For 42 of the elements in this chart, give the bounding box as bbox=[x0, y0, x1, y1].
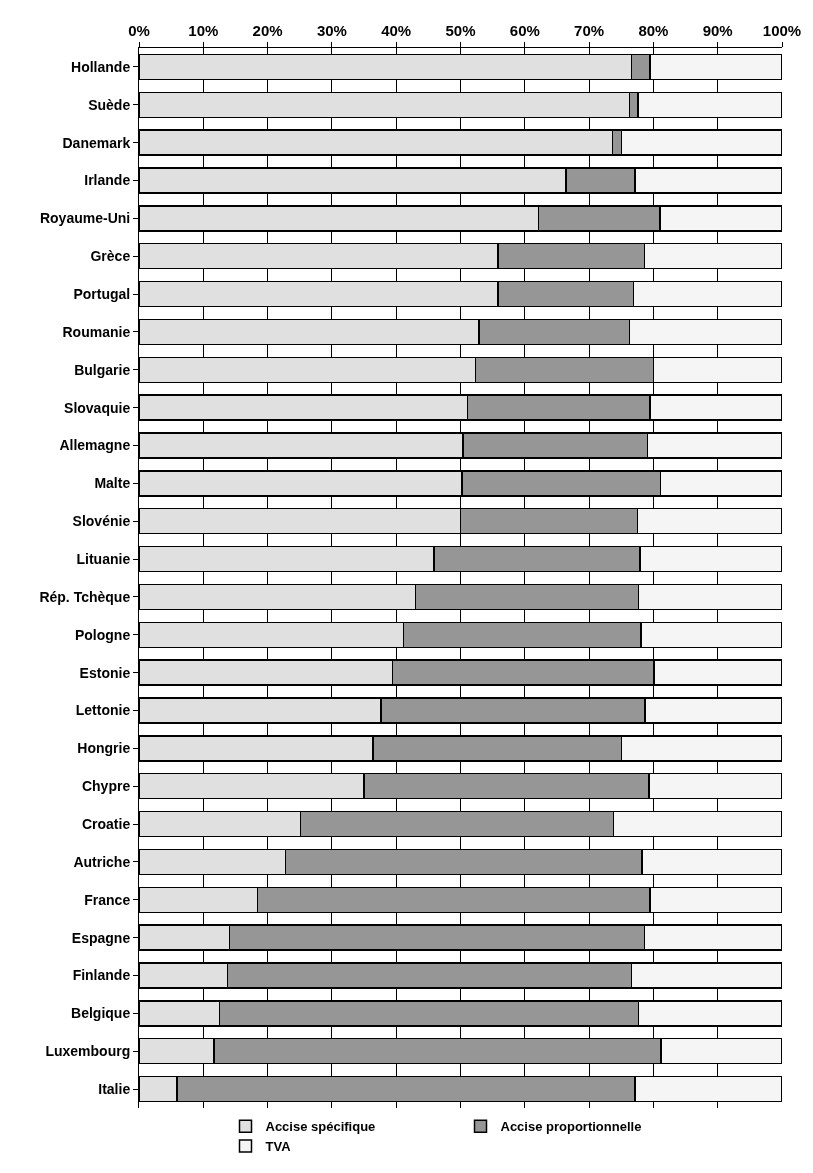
legend-label: Accise proportionnelle bbox=[500, 1119, 642, 1135]
y-tick-label: Suède bbox=[88, 96, 131, 113]
y-tick-label: Roumanie bbox=[62, 323, 131, 340]
y-tick-label: Luxembourg bbox=[45, 1043, 131, 1060]
y-tick-label: Danemark bbox=[62, 134, 131, 151]
x-tick-label: 40% bbox=[381, 22, 412, 39]
y-tick-label: Slovaquie bbox=[64, 399, 131, 416]
y-tick-label: Hongrie bbox=[77, 740, 131, 757]
x-tick-label: 80% bbox=[638, 22, 669, 39]
x-tick-label: 70% bbox=[574, 22, 605, 39]
legend-label: Accise spécifique bbox=[265, 1119, 376, 1135]
y-tick-label: Belgique bbox=[71, 1005, 131, 1022]
y-tick-label: Allemagne bbox=[59, 437, 131, 454]
x-tick-label: 30% bbox=[316, 22, 347, 39]
x-tick-label: 10% bbox=[188, 22, 219, 39]
y-tick-label: Croatie bbox=[81, 815, 131, 832]
y-tick-label: Hollande bbox=[71, 58, 131, 75]
y-tick-label: Bulgarie bbox=[74, 361, 131, 378]
y-tick-label: Portugal bbox=[73, 285, 131, 302]
x-tick-label: 60% bbox=[509, 22, 540, 39]
y-tick-label: Irlande bbox=[84, 172, 131, 189]
x-tick-label: 50% bbox=[445, 22, 476, 39]
y-tick-label: Autriche bbox=[73, 853, 131, 870]
y-tick-label: Italie bbox=[98, 1080, 131, 1097]
y-tick-label: Finlande bbox=[72, 967, 131, 984]
y-tick-label: Lituanie bbox=[76, 550, 131, 567]
y-tick-label: Royaume-Uni bbox=[39, 210, 131, 227]
x-tick-label: 0% bbox=[128, 22, 150, 39]
y-tick-label: Grèce bbox=[90, 248, 131, 265]
y-tick-label: Malte bbox=[94, 475, 131, 492]
y-tick-label: Estonie bbox=[79, 664, 131, 681]
y-tick-label: France bbox=[84, 891, 131, 908]
y-tick-label: Pologne bbox=[74, 626, 131, 643]
y-tick-label: Chypre bbox=[81, 778, 131, 795]
x-tick-label: 100% bbox=[762, 22, 802, 39]
x-tick-label: 20% bbox=[252, 22, 283, 39]
x-tick-label: 90% bbox=[702, 22, 733, 39]
legend-label: TVA bbox=[265, 1139, 292, 1155]
y-tick-label: Rép. Tchèque bbox=[39, 588, 131, 605]
y-tick-label: Lettonie bbox=[75, 702, 131, 719]
y-tick-label: Espagne bbox=[71, 929, 131, 946]
y-tick-label: Slovénie bbox=[72, 513, 131, 530]
